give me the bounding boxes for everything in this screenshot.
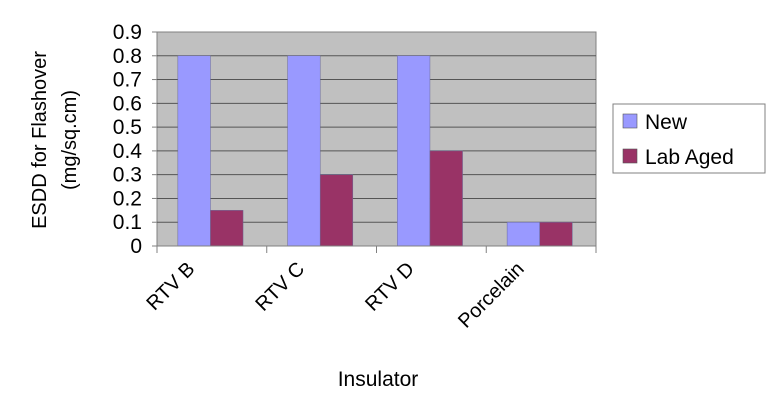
y-axis-label-line1: ESDD for Flashover: [29, 51, 51, 229]
y-tick-label: 0.7: [113, 69, 142, 92]
legend-swatch-new: [622, 113, 638, 129]
x-tick-label: RTV D: [361, 258, 419, 316]
legend: New Lab Aged: [612, 103, 766, 174]
x-axis-label: Insulator: [338, 368, 419, 391]
bar-new-rtv-d: [397, 55, 431, 247]
bar-lab-aged-rtv-c: [319, 174, 354, 247]
bar-lab-aged-rtv-b: [210, 210, 244, 247]
y-axis-label-line2: (mg/sq.cm): [59, 90, 81, 190]
y-tick-label: 0.4: [113, 140, 143, 163]
bar-new-porcelain: [506, 221, 540, 247]
bar-lab-aged-porcelain: [539, 221, 573, 247]
y-tick-label: 0.3: [113, 164, 142, 187]
y-tick-label: 0.8: [113, 45, 142, 68]
x-tick-label: RTV C: [251, 258, 309, 316]
legend-label-new: New: [645, 111, 688, 134]
legend-swatch-lab-aged: [622, 148, 638, 164]
y-tick-label: 0.2: [113, 187, 142, 210]
x-tick-label: RTV B: [142, 258, 199, 315]
legend-box: [612, 103, 766, 174]
y-tick-label: 0: [130, 235, 142, 258]
bar-new-rtv-b: [177, 55, 211, 247]
bar-new-rtv-c: [287, 55, 321, 247]
y-tick-label: 0.9: [113, 21, 142, 44]
bar-lab-aged-rtv-d: [429, 150, 463, 247]
y-tick-label: 0.1: [113, 211, 142, 234]
y-tick-label: 0.6: [113, 92, 142, 115]
y-tick-label: 0.5: [113, 116, 142, 139]
x-tick-label: Porcelain: [454, 258, 529, 333]
legend-label-lab-aged: Lab Aged: [645, 146, 734, 169]
